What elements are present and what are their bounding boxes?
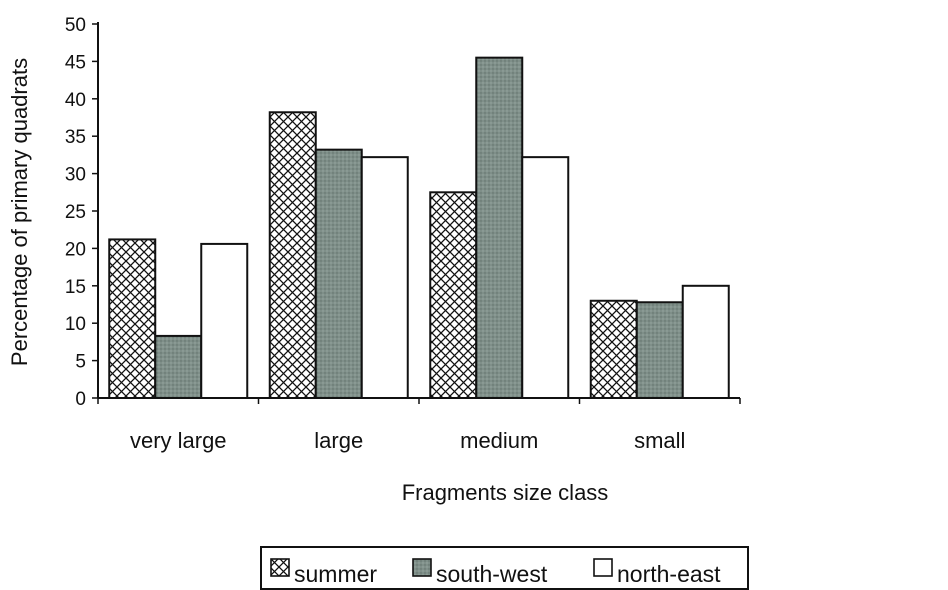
bar-north-east [360,156,409,399]
bar-north-east [521,156,570,399]
legend-label-north-east: north-east [617,561,721,587]
bar-south-west [154,334,203,399]
y-tick-label: 50 [65,15,86,36]
y-axis-ticks: 0 5 10 15 20 25 30 35 40 45 50 [65,15,98,410]
y-tick-label: 5 [75,352,86,373]
legend-box [260,546,749,590]
y-tick-label: 35 [65,127,86,148]
x-axis-title: Fragments size class [402,480,609,505]
y-tick-label: 0 [75,389,86,410]
y-axis-title: Percentage of primary quadrats [7,58,32,366]
bar-summer [429,191,478,399]
y-tick-label: 15 [65,277,86,298]
bars [108,56,730,400]
bar-south-west [635,301,684,400]
bar-south-west [314,148,363,399]
y-tick-label: 20 [65,239,86,260]
bar-south-west [475,56,524,399]
legend: summer south-west north-east [260,546,749,590]
legend-label-south-west: south-west [436,561,548,587]
category-label: small [634,428,685,453]
bar-north-east [681,284,730,399]
y-tick-label: 10 [65,314,86,335]
category-label: medium [460,428,538,453]
y-tick-label: 30 [65,165,86,186]
category-label: very large [130,428,227,453]
bar-north-east [200,242,249,399]
axes [97,22,741,404]
y-tick-label: 40 [65,90,86,111]
bar-summer [268,111,317,399]
bar-summer [108,238,157,399]
legend-swatch-summer [270,558,290,577]
legend-swatch-north-east [593,558,613,577]
y-tick-label: 25 [65,202,86,223]
category-labels: very large large medium small [130,428,685,453]
legend-label-summer: summer [294,561,377,587]
y-tick-label: 45 [65,52,86,73]
bar-summer [589,299,638,400]
category-label: large [314,428,363,453]
legend-swatch-south-west [412,558,432,577]
